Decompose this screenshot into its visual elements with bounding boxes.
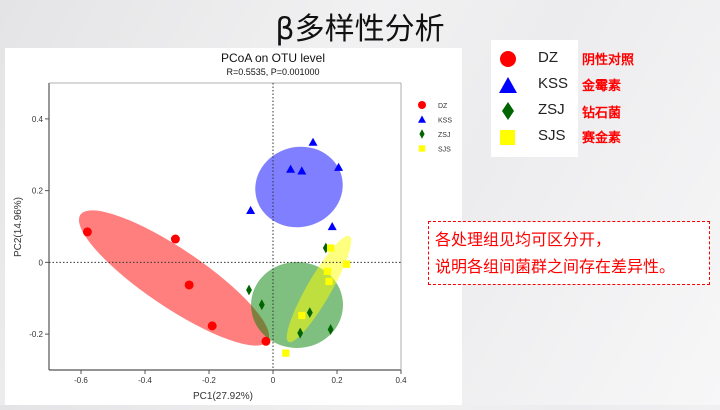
kss-point (334, 162, 344, 171)
x-tick-label: -0.6 (74, 376, 88, 385)
legend-item-dz: DZ (491, 46, 578, 72)
sjs-point (327, 244, 335, 252)
sjs-point (343, 260, 351, 268)
chart-legend-label: DZ (438, 103, 448, 110)
legend-cn-zsj: 钻石菌 (582, 106, 622, 121)
legend-cn-kss: 金霉素 (582, 79, 622, 94)
x-tick-label: 0 (271, 376, 276, 385)
note-line-1: 各处理组见均可区分开， (435, 230, 612, 249)
x-tick-label: 0.4 (395, 376, 407, 385)
y-tick-label: 0.4 (32, 115, 44, 124)
y-tick-label: 0 (39, 258, 44, 267)
zsj-point (246, 284, 252, 296)
chart-legend-label: SJS (438, 147, 451, 154)
kss-point (286, 164, 296, 173)
dz-point (261, 336, 271, 346)
x-tick-label: 0.2 (331, 376, 343, 385)
dz-point (82, 227, 92, 237)
legend-label: DZ (538, 49, 558, 66)
chart-legend-kss-marker (418, 115, 426, 123)
chart-panel: PCoA on OTU level R=0.5535, P=0.001000 P… (5, 48, 462, 405)
legend-cn-dz: 阴性对照 (582, 53, 635, 68)
square-marker-icon (500, 130, 515, 145)
chart-legend-sjs-marker (418, 145, 426, 152)
kss-ellipse (255, 146, 343, 228)
sjs-point (325, 277, 333, 285)
zsj-point (297, 327, 304, 339)
legend-label: KSS (538, 75, 569, 92)
dz-point (184, 280, 194, 290)
triangle-marker-icon (499, 77, 517, 93)
chart-legend-zsj-marker (419, 129, 425, 139)
legend-cn-sjs: 赛金素 (582, 131, 622, 146)
zsj-point (327, 324, 334, 335)
kss-point (297, 166, 307, 175)
kss-point (246, 205, 256, 214)
sjs-point (282, 349, 290, 357)
chart-legend-dz-marker (418, 101, 426, 109)
zsj-point (322, 242, 329, 254)
chart-title: PCoA on OTU level (221, 51, 325, 65)
conclusion-note: 各处理组见均可区分开， 说明各组间菌群之间存在差异性。 (428, 221, 710, 285)
x-axis-label: PC1(27.92%) (193, 391, 253, 402)
x-tick-label: -0.4 (138, 376, 152, 385)
group-legend: DZ KSS ZSJ SJS (491, 40, 578, 157)
y-tick-label: -0.2 (29, 330, 43, 339)
kss-point (308, 137, 318, 146)
chart-legend-label: ZSJ (438, 132, 450, 139)
y-axis-label: PC2(14.96%) (13, 197, 24, 257)
zsj-point (258, 299, 265, 311)
sjs-point (323, 267, 331, 275)
pcoa-chart: PCoA on OTU level R=0.5535, P=0.001000 P… (13, 51, 452, 402)
kss-point (327, 222, 337, 231)
chart-subtitle: R=0.5535, P=0.001000 (226, 67, 319, 77)
dz-ellipse (78, 210, 270, 346)
legend-label: SJS (538, 127, 566, 144)
legend-item-kss: KSS (491, 72, 578, 98)
circle-marker-icon (500, 51, 516, 67)
dz-point (207, 321, 217, 331)
legend-item-zsj: ZSJ (491, 98, 578, 124)
y-tick-label: 0.2 (32, 187, 44, 196)
note-line-2: 说明各组间菌群之间存在差异性。 (435, 257, 676, 276)
sjs-point (298, 311, 306, 320)
zsj-point (306, 307, 313, 318)
slide-title: β多样性分析 (275, 12, 445, 47)
chart-legend-label: KSS (438, 118, 452, 125)
legend-item-sjs: SJS (491, 124, 578, 150)
x-tick-label: -0.2 (202, 376, 216, 385)
diamond-marker-icon (502, 102, 514, 120)
dz-point (170, 234, 180, 244)
legend-label: ZSJ (538, 101, 565, 118)
